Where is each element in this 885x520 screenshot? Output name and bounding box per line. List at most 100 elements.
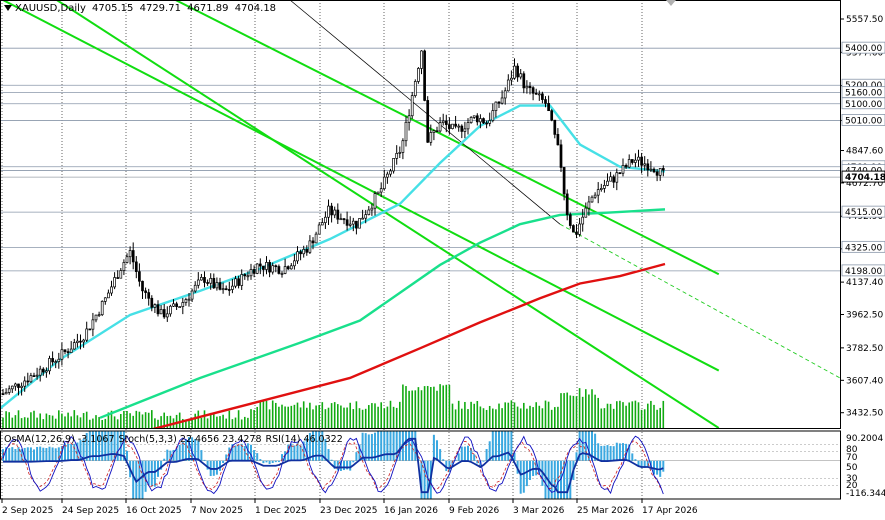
stoch-main-line bbox=[2, 435, 664, 495]
osma-bar bbox=[175, 448, 178, 461]
candle-body bbox=[345, 219, 349, 226]
high-price: 4729.71 bbox=[139, 3, 181, 14]
indicator-tick-label: 70 bbox=[846, 453, 858, 463]
candle-body bbox=[497, 101, 501, 104]
candle-body bbox=[410, 95, 414, 117]
time-label: 3 Mar 2026 bbox=[513, 506, 565, 516]
level-label: 5100.00 bbox=[845, 100, 882, 110]
candle-body bbox=[243, 274, 247, 277]
candle-body bbox=[85, 328, 89, 341]
candle-body bbox=[280, 273, 284, 275]
candle-body bbox=[255, 263, 259, 274]
osma-bar bbox=[23, 447, 26, 461]
chart-shift-marker[interactable] bbox=[666, 0, 676, 6]
candle-body bbox=[528, 85, 532, 89]
osma-bar bbox=[637, 460, 640, 466]
candle-body bbox=[172, 303, 175, 307]
candle-body bbox=[661, 168, 665, 171]
candle-body bbox=[500, 97, 504, 104]
candle-body bbox=[519, 73, 523, 78]
osma-bar bbox=[110, 431, 113, 461]
osma-bar bbox=[494, 431, 497, 461]
osma-bar bbox=[420, 460, 423, 499]
osma-bar bbox=[622, 443, 624, 461]
osma-bar bbox=[222, 460, 225, 463]
osma-bar bbox=[73, 443, 76, 461]
candle-body bbox=[451, 123, 454, 129]
channel-line bbox=[175, 0, 720, 276]
candle-body bbox=[20, 385, 23, 388]
osma-bar bbox=[51, 447, 54, 461]
candle-body bbox=[48, 358, 51, 372]
candle-body bbox=[175, 303, 178, 307]
osma-bar bbox=[119, 431, 122, 461]
candle-body bbox=[60, 349, 64, 360]
level-label-box bbox=[841, 240, 885, 253]
osma-bar bbox=[463, 446, 466, 461]
candle-body bbox=[63, 349, 67, 352]
price-axis[interactable]: 5557.505377.605197.705010.004847.604672.… bbox=[840, 15, 885, 419]
candle-body bbox=[29, 375, 33, 383]
candle-body bbox=[252, 269, 256, 274]
candle-body bbox=[128, 250, 132, 258]
candle-body bbox=[200, 277, 203, 281]
candle-body bbox=[652, 168, 656, 173]
support-resistance-levels[interactable] bbox=[0, 47, 840, 272]
level-label-box bbox=[841, 114, 885, 126]
osma-bar bbox=[64, 443, 66, 461]
candle-body bbox=[181, 302, 185, 307]
osma-bar bbox=[308, 432, 311, 461]
osma-bar bbox=[392, 431, 395, 461]
candle-body bbox=[454, 123, 457, 127]
price-tick-label: 3607.40 bbox=[846, 376, 883, 386]
osma-bar bbox=[191, 437, 194, 461]
candle-body bbox=[88, 328, 92, 331]
trend-channel-lines[interactable] bbox=[2, 0, 840, 428]
low-price: 4671.89 bbox=[187, 3, 229, 14]
osma-bar bbox=[370, 433, 373, 461]
osma-bar bbox=[33, 449, 35, 461]
osma-bar bbox=[563, 460, 566, 499]
candle-body bbox=[286, 266, 290, 270]
rsi-line bbox=[3, 437, 664, 494]
candle-body bbox=[568, 214, 572, 226]
time-label: 9 Feb 2026 bbox=[449, 506, 500, 516]
osma-bar bbox=[240, 443, 243, 461]
candle-body bbox=[590, 196, 594, 203]
candle-body bbox=[138, 271, 141, 282]
osma-bar bbox=[628, 444, 631, 461]
osma-bar bbox=[377, 431, 380, 461]
indicator-subwindow[interactable] bbox=[0, 431, 840, 499]
price-tick-label: 4672.70 bbox=[846, 179, 883, 189]
osma-bar bbox=[318, 431, 321, 461]
candle-body bbox=[364, 214, 368, 219]
candle-body bbox=[274, 265, 278, 268]
candle-body bbox=[169, 305, 172, 315]
dropdown-triangle-icon[interactable] bbox=[4, 5, 12, 11]
indicator-tick-label: -116.3446 bbox=[846, 489, 885, 499]
candle-body bbox=[51, 358, 54, 363]
candle-body bbox=[593, 194, 597, 198]
candle-body bbox=[503, 90, 507, 99]
candle-body bbox=[448, 124, 451, 129]
candle-body bbox=[327, 205, 330, 218]
osma-bar bbox=[225, 454, 228, 461]
level-label: 5010.00 bbox=[845, 116, 882, 126]
candle-body bbox=[627, 159, 631, 168]
candle-body bbox=[553, 119, 557, 135]
candle-body bbox=[550, 110, 554, 121]
osma-bar bbox=[352, 460, 355, 463]
volume-bars bbox=[2, 384, 665, 428]
osma-bar bbox=[281, 454, 283, 461]
osma-bar bbox=[188, 437, 190, 461]
osma-bar bbox=[312, 431, 314, 461]
osma-bar bbox=[581, 431, 584, 461]
candle-body bbox=[271, 265, 275, 273]
osma-bar bbox=[584, 431, 587, 461]
stoch-label: Stoch(5,3,3) 22.4656 23.4278 bbox=[118, 434, 262, 445]
candle-body bbox=[333, 209, 337, 216]
osma-bar bbox=[113, 431, 116, 461]
osma-bar bbox=[609, 446, 612, 461]
